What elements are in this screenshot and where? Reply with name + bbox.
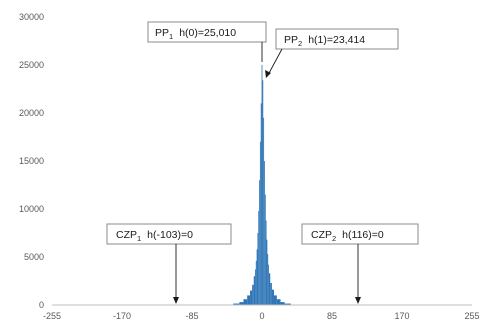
annotation-czp2-label: CZP2 h(116)=0 <box>311 229 384 243</box>
histogram-bar <box>261 64 263 306</box>
histogram-bars <box>228 64 296 306</box>
annotation-pp1-box <box>147 21 267 43</box>
y-axis: 0 5000 10000 15000 20000 25000 30000 <box>19 12 44 310</box>
x-tick-label: -170 <box>113 311 131 321</box>
annotation-czp1-text: h(-103)=0 <box>147 229 193 241</box>
y-tick-label: 30000 <box>19 12 44 22</box>
annotation-pp2-leader <box>267 48 283 76</box>
histogram-bar <box>243 299 248 305</box>
histogram-bar <box>255 260 257 305</box>
annotation-pp1-prefix: PP <box>155 27 169 39</box>
annotation-czp1-prefix: CZP <box>116 229 137 241</box>
annotation-pp2-prefix: PP <box>284 34 298 46</box>
histogram-bar <box>270 282 272 305</box>
y-tick-label: 10000 <box>19 204 44 214</box>
x-tick-label: 170 <box>394 311 409 321</box>
annotation-czp2-text: h(116)=0 <box>342 229 384 241</box>
histogram-bar <box>264 194 266 305</box>
x-axis: -255 -170 -85 0 85 170 255 <box>43 311 480 321</box>
histogram-bar <box>280 302 285 305</box>
histogram-bar <box>259 141 261 305</box>
y-tick-label: 0 <box>39 300 44 310</box>
histogram-bar <box>257 233 259 305</box>
annotation-pp1-label: PP1 h(0)=25,010 <box>155 27 236 41</box>
annotation-czp2-box <box>301 223 419 245</box>
histogram-bar <box>273 295 277 305</box>
annotation-pp1: PP1 h(0)=25,010 <box>147 21 267 62</box>
annotation-czp2-prefix: CZP <box>311 229 332 241</box>
histogram-bar <box>255 269 256 305</box>
histogram-bar <box>260 103 262 306</box>
annotation-czp1-label: CZP1 h(-103)=0 <box>116 229 193 243</box>
x-tick-label: 255 <box>464 311 479 321</box>
histogram-bar <box>262 80 264 305</box>
annotation-czp2-sub: 2 <box>332 234 336 243</box>
x-tick-label: -85 <box>185 311 198 321</box>
annotation-pp2-arrowhead <box>265 70 271 78</box>
y-tick-label: 25000 <box>19 60 44 70</box>
histogram-bar <box>233 303 240 305</box>
annotation-czp1-arrowhead <box>173 297 179 304</box>
annotation-pp2-label: PP2 h(1)=23,414 <box>284 34 365 48</box>
annotation-pp2-box <box>275 28 399 50</box>
annotation-pp2-sub: 2 <box>298 39 302 48</box>
y-tick-label: 15000 <box>19 156 44 166</box>
histogram-bar <box>250 290 253 305</box>
annotation-czp1-sub: 1 <box>137 234 141 243</box>
annotation-czp1-box <box>106 223 232 245</box>
histogram-bar <box>284 303 291 305</box>
histogram-bar <box>264 161 265 305</box>
histogram-bar <box>268 264 269 305</box>
histogram-bar <box>271 289 274 305</box>
y-tick-label: 20000 <box>19 108 44 118</box>
histogram-bar <box>252 284 254 305</box>
y-tick-label: 5000 <box>24 252 44 262</box>
histogram-bar <box>263 117 265 305</box>
annotation-pp1-sub: 1 <box>169 32 173 41</box>
histogram-bar <box>256 249 258 305</box>
histogram-bar <box>253 276 255 305</box>
x-tick-label: 0 <box>259 311 264 321</box>
histogram-bar <box>266 239 268 305</box>
histogram-bar <box>258 210 260 305</box>
annotation-czp1: CZP1 h(-103)=0 <box>106 223 232 304</box>
annotation-pp2: PP2 h(1)=23,414 <box>265 28 399 78</box>
x-tick-label: 85 <box>327 311 337 321</box>
annotation-czp2: CZP2 h(116)=0 <box>301 223 419 304</box>
x-tick-label: -255 <box>43 311 61 321</box>
annotation-czp2-arrowhead <box>355 297 361 304</box>
histogram-bar <box>269 273 271 305</box>
histogram-bar <box>265 220 267 305</box>
histogram-bar <box>247 295 251 305</box>
histogram-bar <box>259 180 260 305</box>
histogram-bar <box>267 254 269 305</box>
histogram-bar <box>239 302 244 305</box>
histogram-bar <box>276 299 281 305</box>
annotation-pp2-text: h(1)=23,414 <box>308 34 365 46</box>
annotation-pp1-text: h(0)=25,010 <box>179 27 236 39</box>
